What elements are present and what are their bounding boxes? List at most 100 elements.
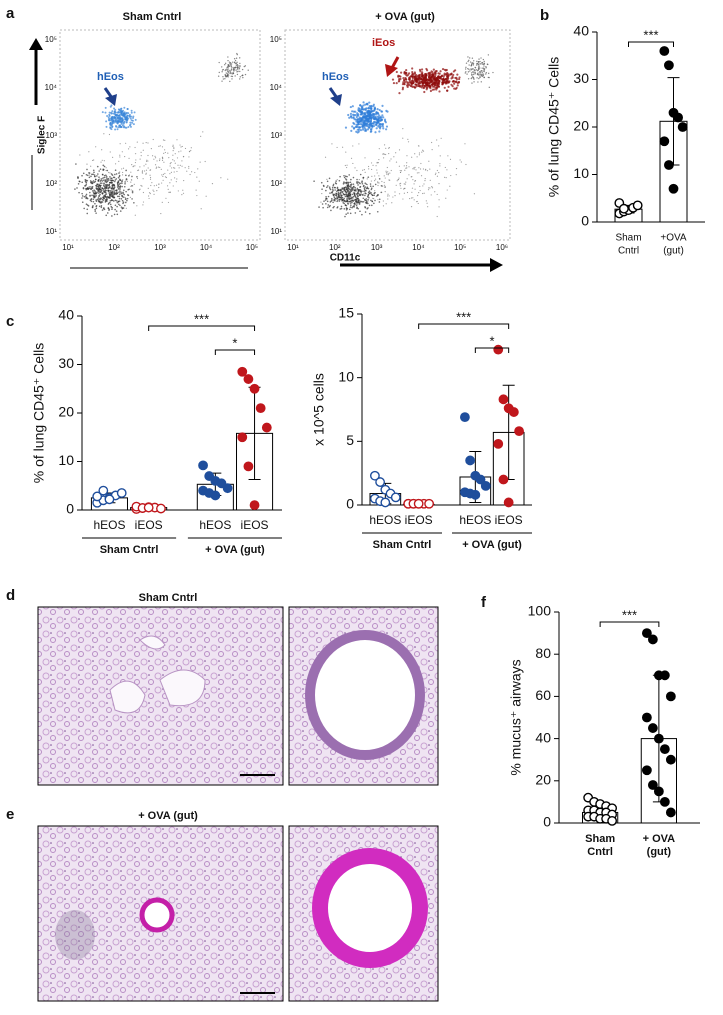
flow-event — [455, 78, 459, 81]
flow-event — [402, 137, 404, 139]
flow-event — [110, 128, 113, 131]
flow-event — [335, 180, 337, 182]
y-axis-label: % of lung CD45⁺ Cells — [546, 57, 562, 197]
flow-event — [341, 191, 343, 194]
flow-event — [106, 212, 109, 214]
flow-event — [370, 180, 372, 182]
flow-event — [217, 75, 220, 77]
flow-event — [352, 127, 356, 130]
flow-event — [99, 178, 101, 180]
flow-event — [338, 198, 341, 201]
flow-event — [408, 72, 411, 75]
flow-event — [410, 197, 413, 199]
flow-event — [429, 179, 431, 181]
flow-event — [405, 167, 407, 169]
flow-event — [379, 123, 382, 126]
flow-event — [93, 196, 96, 198]
flow-event — [158, 159, 161, 162]
flow-event — [398, 149, 401, 151]
significance-bracket — [214, 349, 256, 355]
arrow-head — [105, 94, 117, 106]
flow-event — [359, 202, 361, 204]
flow-event — [372, 120, 376, 123]
flow-event — [232, 66, 234, 69]
flow-event — [118, 197, 121, 200]
flow-event — [112, 112, 115, 115]
flow-event — [336, 187, 339, 190]
flow-event — [345, 204, 348, 207]
flow-event — [88, 172, 90, 174]
flow-event — [352, 195, 355, 198]
data-point — [664, 60, 674, 71]
flow-event — [103, 207, 105, 209]
flow-event — [160, 212, 162, 215]
flow-event — [86, 163, 88, 165]
flow-event — [468, 68, 470, 71]
flow-event — [421, 151, 423, 153]
flow-event — [102, 177, 104, 179]
flow-event — [327, 204, 330, 206]
flow-event — [444, 166, 446, 169]
flow-event — [351, 105, 354, 108]
flow-event — [82, 187, 85, 190]
flow-event — [397, 80, 400, 83]
flow-event — [180, 146, 182, 148]
flow-event — [465, 62, 468, 64]
flow-event — [425, 88, 428, 91]
flow-event — [85, 196, 87, 199]
flow-event — [445, 177, 447, 179]
flow-event — [134, 146, 136, 149]
flow-event — [104, 111, 107, 114]
flow-event — [95, 199, 97, 201]
flow-event — [145, 169, 148, 171]
flow-event — [388, 147, 390, 149]
flow-event — [100, 179, 102, 181]
flow-event — [134, 165, 136, 167]
flow-event — [350, 204, 352, 206]
flow-event — [429, 187, 431, 189]
panel-letter: f — [481, 594, 487, 611]
flow-event — [118, 126, 121, 129]
data-point — [470, 489, 481, 500]
flow-event — [226, 69, 228, 71]
data-point — [143, 502, 154, 513]
flow-event — [349, 212, 352, 215]
flow-event — [370, 187, 373, 189]
flow-event — [428, 160, 430, 162]
flow-event — [378, 201, 381, 203]
flow-event — [428, 85, 432, 88]
flow-event — [107, 116, 110, 119]
flow-event — [322, 184, 325, 187]
flow-event — [114, 173, 116, 176]
flow-event — [483, 68, 485, 70]
flow-event — [483, 63, 485, 65]
flow-event — [121, 168, 123, 170]
flow-event — [363, 125, 366, 128]
histology-title: Sham Cntrl — [139, 592, 198, 604]
flow-event — [117, 108, 120, 111]
flow-event — [436, 175, 439, 177]
data-point — [641, 712, 652, 723]
flow-event — [446, 169, 448, 171]
flow-event — [190, 149, 192, 152]
flow-event — [101, 177, 103, 180]
flow-event — [362, 178, 364, 180]
flow-event — [473, 78, 475, 80]
flow-event — [465, 163, 467, 166]
flow-event — [137, 169, 139, 172]
flow-event — [126, 108, 129, 111]
flow-event — [348, 193, 350, 195]
flow-event — [480, 57, 482, 59]
flow-event — [406, 82, 409, 85]
flow-event — [363, 169, 365, 171]
flow-event — [480, 74, 482, 77]
flow-event — [125, 198, 127, 200]
flow-event — [428, 187, 430, 189]
flow-event — [351, 197, 354, 199]
flow-event — [352, 176, 355, 179]
flow-event — [118, 193, 121, 196]
flow-event — [121, 185, 123, 188]
flow-event — [111, 126, 114, 129]
flow-event — [147, 187, 149, 189]
flow-event — [487, 63, 489, 66]
